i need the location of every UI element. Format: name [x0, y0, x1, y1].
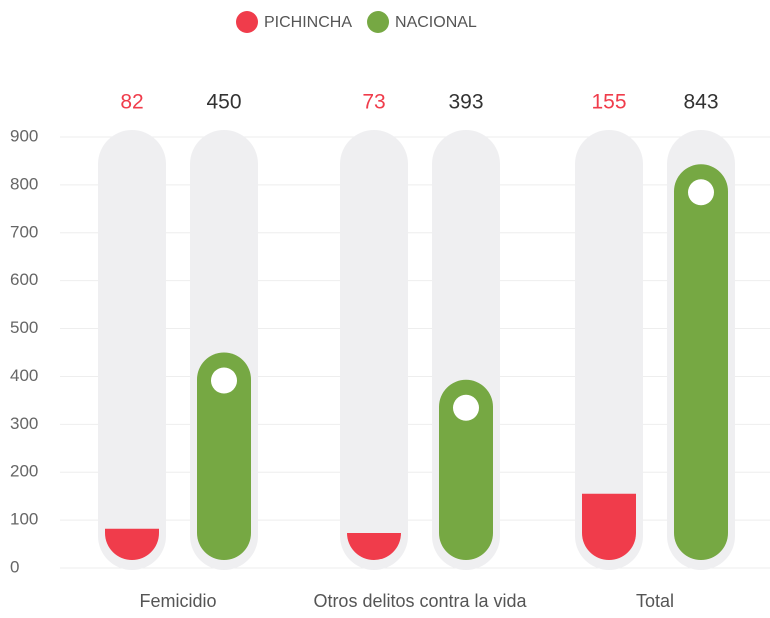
x-tick-label: Femicidio [139, 591, 216, 611]
value-label: 450 [206, 91, 241, 114]
y-tick-label: 900 [10, 126, 38, 145]
bar [347, 533, 401, 560]
value-label: 155 [591, 91, 626, 114]
bar [105, 528, 159, 560]
y-tick-label: 400 [10, 366, 38, 385]
value-label: 843 [683, 91, 718, 114]
bar-track [98, 130, 166, 570]
bar-knob [453, 394, 479, 421]
bar-track [575, 130, 643, 570]
bar-knob [211, 367, 237, 394]
value-label: 82 [120, 91, 143, 114]
legend-label: NACIONAL [395, 14, 477, 31]
y-tick-label: 500 [10, 318, 38, 337]
y-tick-label: 300 [10, 414, 38, 433]
y-tick-label: 700 [10, 222, 38, 241]
y-tick-label: 200 [10, 462, 38, 481]
y-tick-label: 800 [10, 174, 38, 193]
bar-knob [688, 179, 714, 206]
y-tick-label: 100 [10, 510, 38, 529]
bar [582, 493, 636, 560]
y-tick-label: 600 [10, 270, 38, 289]
legend-swatch [367, 11, 390, 33]
y-tick-label: 0 [10, 557, 19, 576]
bar-track [340, 130, 408, 570]
bar [674, 164, 728, 560]
value-label: 73 [362, 91, 385, 114]
legend-label: PICHINCHA [264, 14, 352, 31]
bar [197, 352, 251, 560]
bar [439, 379, 493, 560]
legend-swatch [236, 11, 258, 33]
x-tick-label: Otros delitos contra la vida [313, 591, 527, 611]
x-tick-label: Total [636, 591, 674, 611]
value-label: 393 [448, 91, 483, 114]
